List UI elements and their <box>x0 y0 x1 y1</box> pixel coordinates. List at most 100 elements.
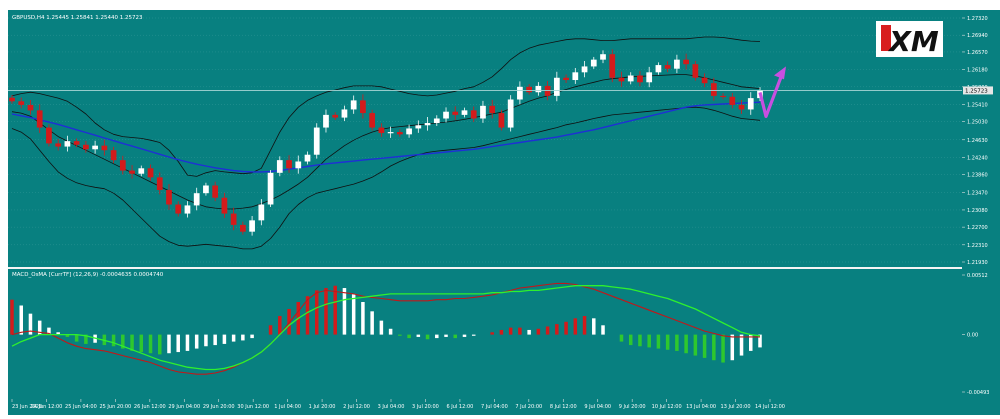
candle-body <box>600 54 606 60</box>
candle-body <box>415 125 422 129</box>
candlestick <box>581 61 588 78</box>
candle-body <box>341 109 348 118</box>
candle-body <box>267 172 274 205</box>
candlestick <box>156 172 163 195</box>
candle-body <box>535 85 542 93</box>
candlestick <box>341 105 348 122</box>
candle-body <box>627 75 634 82</box>
price-tick-label: 1.27320 <box>967 16 988 22</box>
time-tick-label: 3 Jul 04:00 <box>378 404 405 410</box>
candlestick <box>738 100 745 114</box>
price-tick-label: 1.26570 <box>967 50 988 56</box>
candlestick <box>710 77 717 101</box>
candlestick <box>9 94 15 104</box>
price-tick-label: 1.26180 <box>967 68 988 74</box>
macd-tick-label: -0.00493 <box>967 390 989 396</box>
candle-body <box>9 97 15 102</box>
candle-body <box>406 128 412 135</box>
grid-lines <box>8 17 962 263</box>
candle-body <box>692 64 699 78</box>
time-tick-label: 25 Jun 04:00 <box>65 404 97 410</box>
candle-body <box>461 110 468 115</box>
candle-body <box>489 105 496 114</box>
candle-body <box>55 143 62 147</box>
candlestick <box>46 124 52 147</box>
candlestick <box>304 151 311 165</box>
candle-body <box>332 114 339 118</box>
time-tick-label: 10 Jul 12:00 <box>652 404 682 410</box>
candle-body <box>119 160 126 171</box>
moving-average-series <box>11 101 761 173</box>
candle-body <box>526 86 532 93</box>
candle-body <box>64 141 71 147</box>
candlestick <box>138 165 145 177</box>
candlestick <box>498 109 505 131</box>
candlestick <box>119 155 126 175</box>
candle-body <box>360 100 366 114</box>
time-tick-label: 13 Jul 04:00 <box>686 404 716 410</box>
bollinger-lower-line <box>11 106 761 250</box>
price-tick-label: 1.22700 <box>967 225 988 231</box>
candle-body <box>701 77 708 84</box>
candle-body <box>655 65 662 73</box>
candlestick <box>92 140 98 154</box>
candle-body <box>166 190 172 205</box>
candle-body <box>46 127 52 144</box>
candle-body <box>193 193 200 206</box>
candlestick <box>424 117 431 131</box>
candle-body <box>424 123 431 126</box>
time-tick-label: 1 Jul 20:00 <box>309 404 336 410</box>
candlestick <box>443 107 449 123</box>
candlestick <box>55 139 62 151</box>
candlestick <box>729 92 736 109</box>
time-tick-label: 29 Jun 20:00 <box>203 404 235 410</box>
candle-body <box>212 185 219 198</box>
candle-body <box>637 75 643 83</box>
candlestick <box>110 146 117 164</box>
candlestick <box>720 93 726 100</box>
candle-body <box>203 185 209 194</box>
time-tick-label: 8 Jul 12:00 <box>550 404 577 410</box>
candle-body <box>683 59 689 65</box>
candle-body <box>240 224 246 232</box>
price-tick-label: 1.24240 <box>967 155 988 161</box>
candlestick <box>701 73 708 88</box>
time-tick-label: 9 Jul 20:00 <box>619 404 646 410</box>
xm-logo-text: XM <box>887 25 939 58</box>
candlestick <box>360 94 366 119</box>
candle-body <box>452 111 459 115</box>
candle-body <box>230 213 237 225</box>
price-tick-label: 1.23470 <box>967 190 988 196</box>
candle-body <box>73 141 80 145</box>
candle-body <box>184 205 191 214</box>
candle-body <box>729 96 736 105</box>
candle-body <box>618 77 625 82</box>
candlestick <box>249 216 255 236</box>
candlestick <box>18 97 25 109</box>
price-tick-label: 1.25410 <box>967 102 988 108</box>
candle-body <box>18 101 25 105</box>
candlestick <box>433 115 440 126</box>
candlestick <box>36 104 43 133</box>
candlestick <box>276 156 283 177</box>
price-tick-label: 1.23860 <box>967 173 988 179</box>
candlestick <box>600 50 606 64</box>
macd-line-series <box>11 282 760 375</box>
price-tick-label: 1.24630 <box>967 138 988 144</box>
candle-body <box>350 100 357 110</box>
macd-lines <box>11 282 761 375</box>
candle-body <box>295 161 302 169</box>
price-tick-label: 1.21930 <box>967 260 988 266</box>
current-price-box <box>963 86 993 95</box>
price-tick-label: 1.26940 <box>967 33 988 39</box>
candlestick <box>230 207 237 231</box>
time-tick-label: 14 Jul 12:00 <box>755 404 785 410</box>
candlestick <box>480 100 486 123</box>
candlestick <box>323 109 329 133</box>
candlestick <box>664 61 671 73</box>
candle-body <box>83 144 89 150</box>
candle-body <box>664 65 671 69</box>
